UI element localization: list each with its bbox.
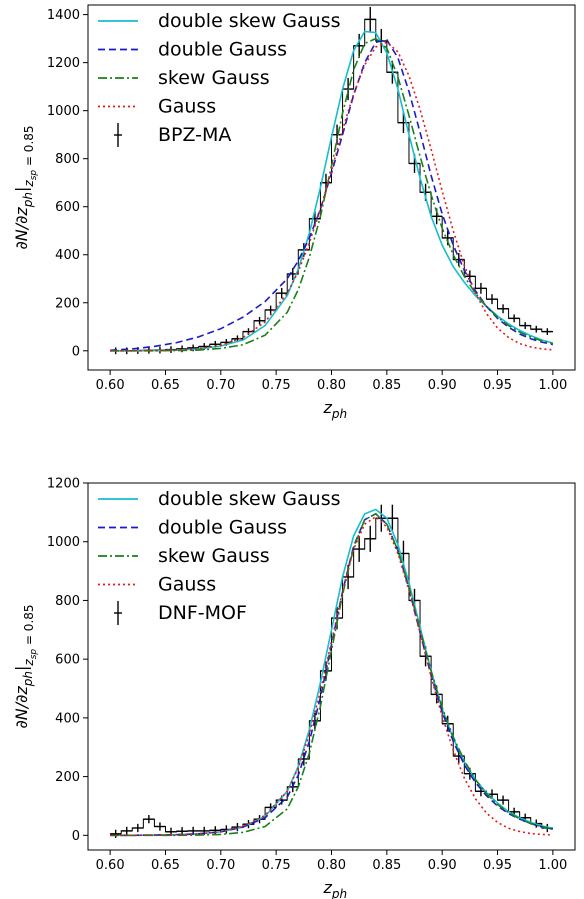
x-axis-title: zph — [323, 398, 348, 421]
series-line-gauss — [110, 41, 553, 352]
y-tick-label: 0 — [72, 829, 80, 844]
x-tick-label: 0.95 — [483, 858, 512, 873]
y-tick-label: 600 — [55, 653, 80, 668]
y-tick-label: 1000 — [47, 104, 80, 119]
legend-label: Gauss — [158, 574, 216, 596]
chart-panel-top: 0.60 0.65 0.70 0.75 0.80 0.85 0.90 0.95 1.00 0 200… — [12, 4, 576, 421]
y-tick-label: 400 — [55, 248, 80, 263]
x-tick-label: 0.95 — [483, 378, 512, 393]
x-tick-label: 0.70 — [206, 378, 235, 393]
chart-panel-bottom: 0.60 0.65 0.70 0.75 0.80 0.85 0.90 0.95 1.00 0 200… — [12, 477, 576, 899]
x-tick-label: 0.65 — [151, 858, 180, 873]
y-tick-label: 200 — [55, 296, 80, 311]
legend-label: BPZ-MA — [158, 124, 231, 146]
y-tick-label: 400 — [55, 711, 80, 726]
y-tick-label: 1000 — [47, 535, 80, 550]
data-layer — [110, 6, 554, 355]
y-axis-title: ∂N/∂zph|zsp = 0.85 — [12, 125, 39, 249]
legend-label: DNF-MOF — [158, 602, 247, 624]
series-line-skew-gauss — [110, 37, 554, 352]
x-tick-label: 0.60 — [96, 378, 125, 393]
y-tick-label: 1200 — [47, 56, 80, 71]
x-axis-title: zph — [323, 878, 348, 899]
legend-label: skew Gauss — [158, 67, 270, 89]
x-tick-label: 0.70 — [206, 858, 235, 873]
x-tick-label: 0.80 — [317, 858, 346, 873]
x-tick-label: 0.65 — [151, 378, 180, 393]
y-tick-label: 800 — [55, 594, 80, 609]
x-tick-label: 0.60 — [96, 858, 125, 873]
y-tick-label: 600 — [55, 200, 80, 215]
y-tick-label: 800 — [55, 152, 80, 167]
data-layer — [110, 504, 554, 838]
x-tick-label: 0.85 — [372, 858, 401, 873]
y-tick-label: 0 — [72, 344, 80, 359]
y-tick-label: 1400 — [47, 8, 80, 23]
legend-label: double skew Gauss — [158, 10, 341, 32]
x-tick-label: 0.90 — [428, 858, 457, 873]
x-tick-label: 0.75 — [262, 858, 291, 873]
y-tick-label: 1200 — [47, 477, 80, 492]
x-tick-label: 0.90 — [428, 378, 457, 393]
series-line-double-skew-gauss — [110, 508, 554, 837]
legend-label: double Gauss — [158, 39, 287, 61]
series-line-skew-gauss — [110, 512, 554, 837]
x-tick-label: 1.00 — [538, 378, 567, 393]
x-tick-label: 1.00 — [538, 858, 567, 873]
x-tick-label: 0.80 — [317, 378, 346, 393]
y-tick-label: 200 — [55, 770, 80, 785]
legend-label: skew Gauss — [158, 545, 270, 567]
legend-label: double Gauss — [158, 517, 287, 539]
x-tick-label: 0.85 — [372, 378, 401, 393]
legend-label: Gauss — [158, 96, 216, 118]
y-axis-title: ∂N/∂zph|zsp = 0.85 — [12, 604, 39, 728]
x-tick-label: 0.75 — [262, 378, 291, 393]
legend-label: double skew Gauss — [158, 488, 341, 510]
